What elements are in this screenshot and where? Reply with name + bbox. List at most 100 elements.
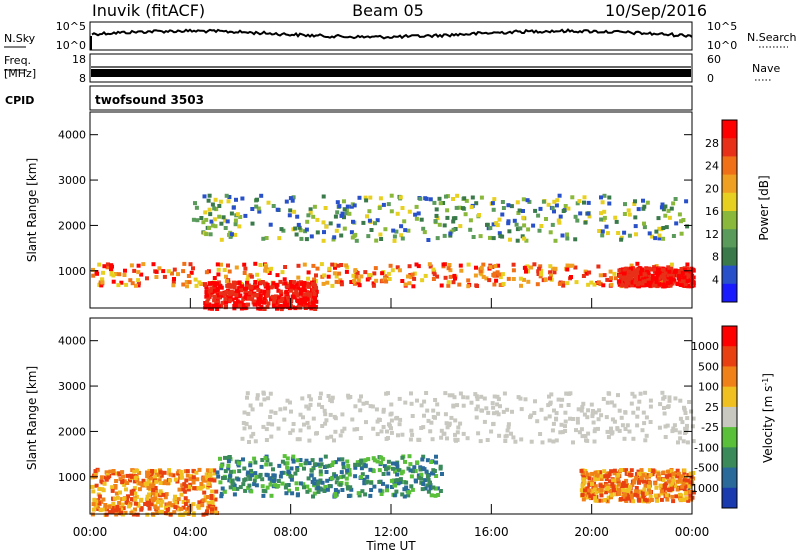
- velocity-colorbar-tick: 25: [705, 401, 719, 414]
- velocity-cell: [304, 404, 309, 409]
- power-cell: [374, 238, 379, 243]
- power-cell: [664, 225, 669, 230]
- power-cell: [633, 280, 638, 285]
- velocity-cell: [124, 487, 128, 492]
- velocity-cell: [622, 497, 627, 502]
- velocity-cell: [195, 477, 200, 482]
- velocity-cell: [503, 434, 508, 439]
- velocity-cell: [661, 396, 666, 401]
- power-cell: [210, 202, 215, 207]
- velocity-cell: [548, 401, 553, 406]
- power-cell: [539, 272, 544, 277]
- power-cell: [583, 220, 588, 225]
- velocity-cell: [126, 494, 130, 499]
- velocity-cell: [162, 470, 167, 475]
- velocity-cell: [595, 477, 600, 481]
- velocity-cell: [325, 435, 330, 440]
- power-cell: [191, 266, 195, 271]
- power-cell: [635, 272, 640, 277]
- velocity-cell: [554, 411, 559, 416]
- power-cell: [550, 222, 555, 227]
- power-cell: [451, 197, 455, 201]
- power-cell: [299, 236, 304, 241]
- velocity-cell: [283, 485, 288, 490]
- velocity-cell: [318, 469, 323, 474]
- power-cell: [515, 200, 520, 205]
- power-cell: [686, 283, 691, 288]
- power-cell: [367, 275, 372, 280]
- power-cell: [226, 199, 231, 204]
- power-cell: [332, 271, 337, 276]
- power-cell: [337, 280, 341, 285]
- frequency-panel: Freq. [MHz] 18 8 60 0 Nave: [4, 53, 780, 85]
- power-cell: [657, 226, 662, 231]
- power-cell: [561, 283, 566, 288]
- velocity-cell: [358, 408, 363, 413]
- velocity-cell: [617, 489, 622, 494]
- power-cell: [413, 212, 418, 217]
- power-colorbar-tick: 8: [712, 251, 719, 264]
- velocity-cell: [295, 468, 300, 472]
- velocity-cell: [429, 493, 434, 498]
- power-cell: [511, 268, 516, 273]
- power-cell: [670, 273, 675, 278]
- power-cell: [495, 270, 500, 275]
- velocity-cell: [589, 402, 594, 407]
- velocity-cell: [663, 491, 668, 496]
- velocity-cell: [161, 492, 166, 497]
- power-cell: [229, 232, 234, 237]
- power-cell: [466, 284, 471, 289]
- power-cell: [227, 232, 231, 237]
- velocity-cell: [599, 488, 604, 493]
- velocity-cell: [176, 497, 181, 502]
- velocity-cell: [621, 480, 626, 485]
- power-cell: [607, 195, 612, 200]
- velocity-cell: [210, 500, 215, 504]
- velocity-cell: [150, 469, 155, 473]
- velocity-cell: [308, 402, 313, 407]
- velocity-cell: [484, 406, 489, 411]
- power-cell: [377, 206, 382, 210]
- power-cell: [383, 227, 388, 232]
- velocity-cell: [475, 404, 480, 409]
- velocity-cell: [188, 482, 193, 487]
- power-cell: [634, 232, 638, 237]
- power-cell: [312, 204, 317, 209]
- velocity-colorbar-tick: 1000: [691, 340, 719, 353]
- velocity-cell: [369, 480, 374, 485]
- power-cell: [554, 203, 559, 208]
- velocity-cell: [114, 491, 119, 496]
- velocity-cell: [344, 476, 349, 481]
- power-cell: [398, 195, 403, 200]
- power-cell: [292, 209, 297, 214]
- velocity-cell: [676, 471, 681, 476]
- velocity-cell: [104, 477, 109, 482]
- velocity-cell: [277, 463, 282, 468]
- power-cell: [570, 263, 575, 268]
- power-cell: [567, 263, 572, 268]
- power-cell: [627, 277, 632, 282]
- velocity-cell: [586, 408, 591, 413]
- power-cell: [602, 209, 607, 214]
- velocity-cell: [167, 468, 172, 473]
- power-cell: [637, 278, 642, 283]
- velocity-cell: [146, 486, 151, 490]
- velocity-cell: [282, 454, 287, 459]
- power-cell: [420, 278, 425, 283]
- power-cell: [691, 267, 696, 272]
- velocity-cell: [145, 497, 149, 502]
- velocity-cell: [660, 390, 665, 395]
- power-cell: [339, 282, 344, 287]
- power-cell: [315, 266, 320, 271]
- power-cell: [246, 296, 251, 301]
- power-cell: [586, 211, 591, 216]
- power-cell: [100, 280, 105, 285]
- velocity-cell: [252, 456, 257, 461]
- velocity-cell: [431, 408, 436, 413]
- velocity-cell: [655, 498, 659, 503]
- power-cell: [333, 214, 338, 219]
- velocity-cell: [337, 457, 341, 462]
- velocity-cell: [185, 507, 190, 512]
- velocity-cell: [592, 439, 597, 444]
- power-cell: [490, 201, 495, 206]
